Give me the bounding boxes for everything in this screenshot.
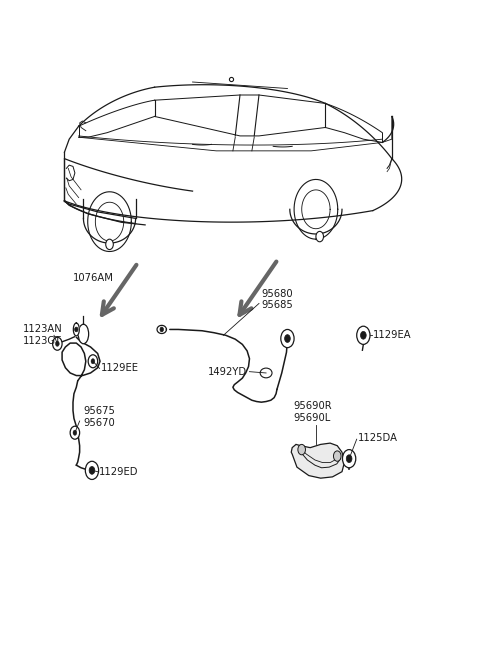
Circle shape — [106, 239, 113, 250]
Circle shape — [346, 455, 352, 462]
Circle shape — [53, 337, 62, 350]
Ellipse shape — [78, 324, 89, 344]
Text: 1076AM: 1076AM — [73, 273, 114, 284]
Polygon shape — [73, 323, 79, 336]
Circle shape — [88, 355, 97, 367]
Ellipse shape — [260, 368, 272, 378]
Circle shape — [91, 359, 95, 364]
Text: 1129ED: 1129ED — [98, 466, 138, 477]
Circle shape — [342, 449, 356, 468]
Text: 95675
95670: 95675 95670 — [84, 406, 115, 428]
Circle shape — [298, 444, 305, 455]
Polygon shape — [157, 326, 167, 333]
Circle shape — [73, 430, 77, 436]
Circle shape — [360, 331, 366, 339]
Circle shape — [74, 327, 78, 332]
Circle shape — [334, 451, 341, 461]
Text: 1123AN
1123GT: 1123AN 1123GT — [23, 324, 62, 346]
Circle shape — [56, 341, 59, 346]
Circle shape — [89, 466, 95, 474]
Text: 1125DA: 1125DA — [358, 433, 397, 443]
Circle shape — [85, 461, 98, 479]
Circle shape — [285, 335, 290, 343]
Circle shape — [70, 426, 80, 440]
Circle shape — [357, 326, 370, 345]
Text: 1492YD: 1492YD — [208, 367, 247, 377]
Text: 1129EE: 1129EE — [100, 364, 139, 373]
Text: 95690R
95690L: 95690R 95690L — [293, 401, 332, 422]
Text: 1129EA: 1129EA — [373, 330, 411, 341]
Circle shape — [316, 231, 324, 242]
Polygon shape — [291, 443, 344, 478]
Circle shape — [160, 327, 163, 332]
Text: 95680
95685: 95680 95685 — [261, 289, 293, 310]
Circle shape — [281, 329, 294, 348]
